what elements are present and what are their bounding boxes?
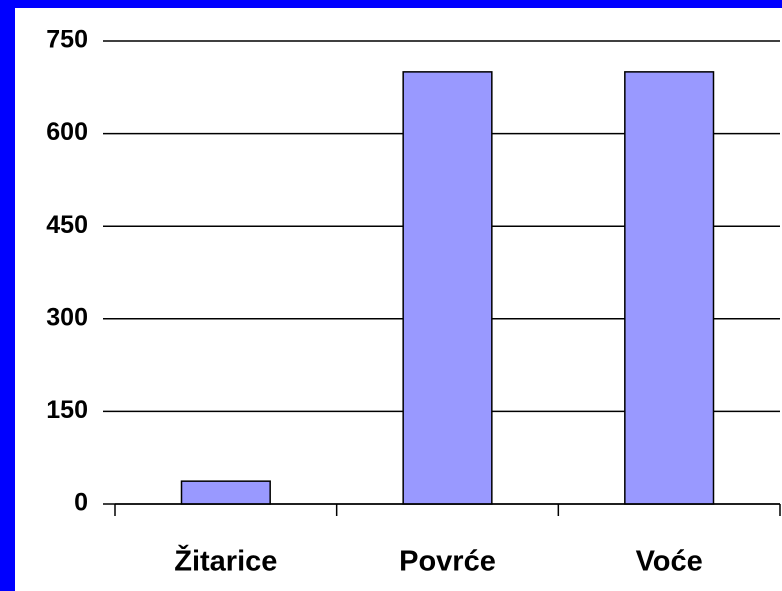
x-tick-label: Voće [636,546,703,578]
y-tick-label: 750 [46,26,88,54]
x-tick-label: Žitarice [174,544,277,578]
bar [180,480,271,505]
y-tick-label: 0 [74,489,88,517]
x-tick-label: Povrće [399,546,496,578]
bar [402,71,493,505]
y-tick-label: 300 [46,303,88,331]
y-tick-label: 600 [46,118,88,146]
bar [624,71,715,505]
y-tick-label: 450 [46,211,88,239]
y-tick-label: 150 [46,396,88,424]
